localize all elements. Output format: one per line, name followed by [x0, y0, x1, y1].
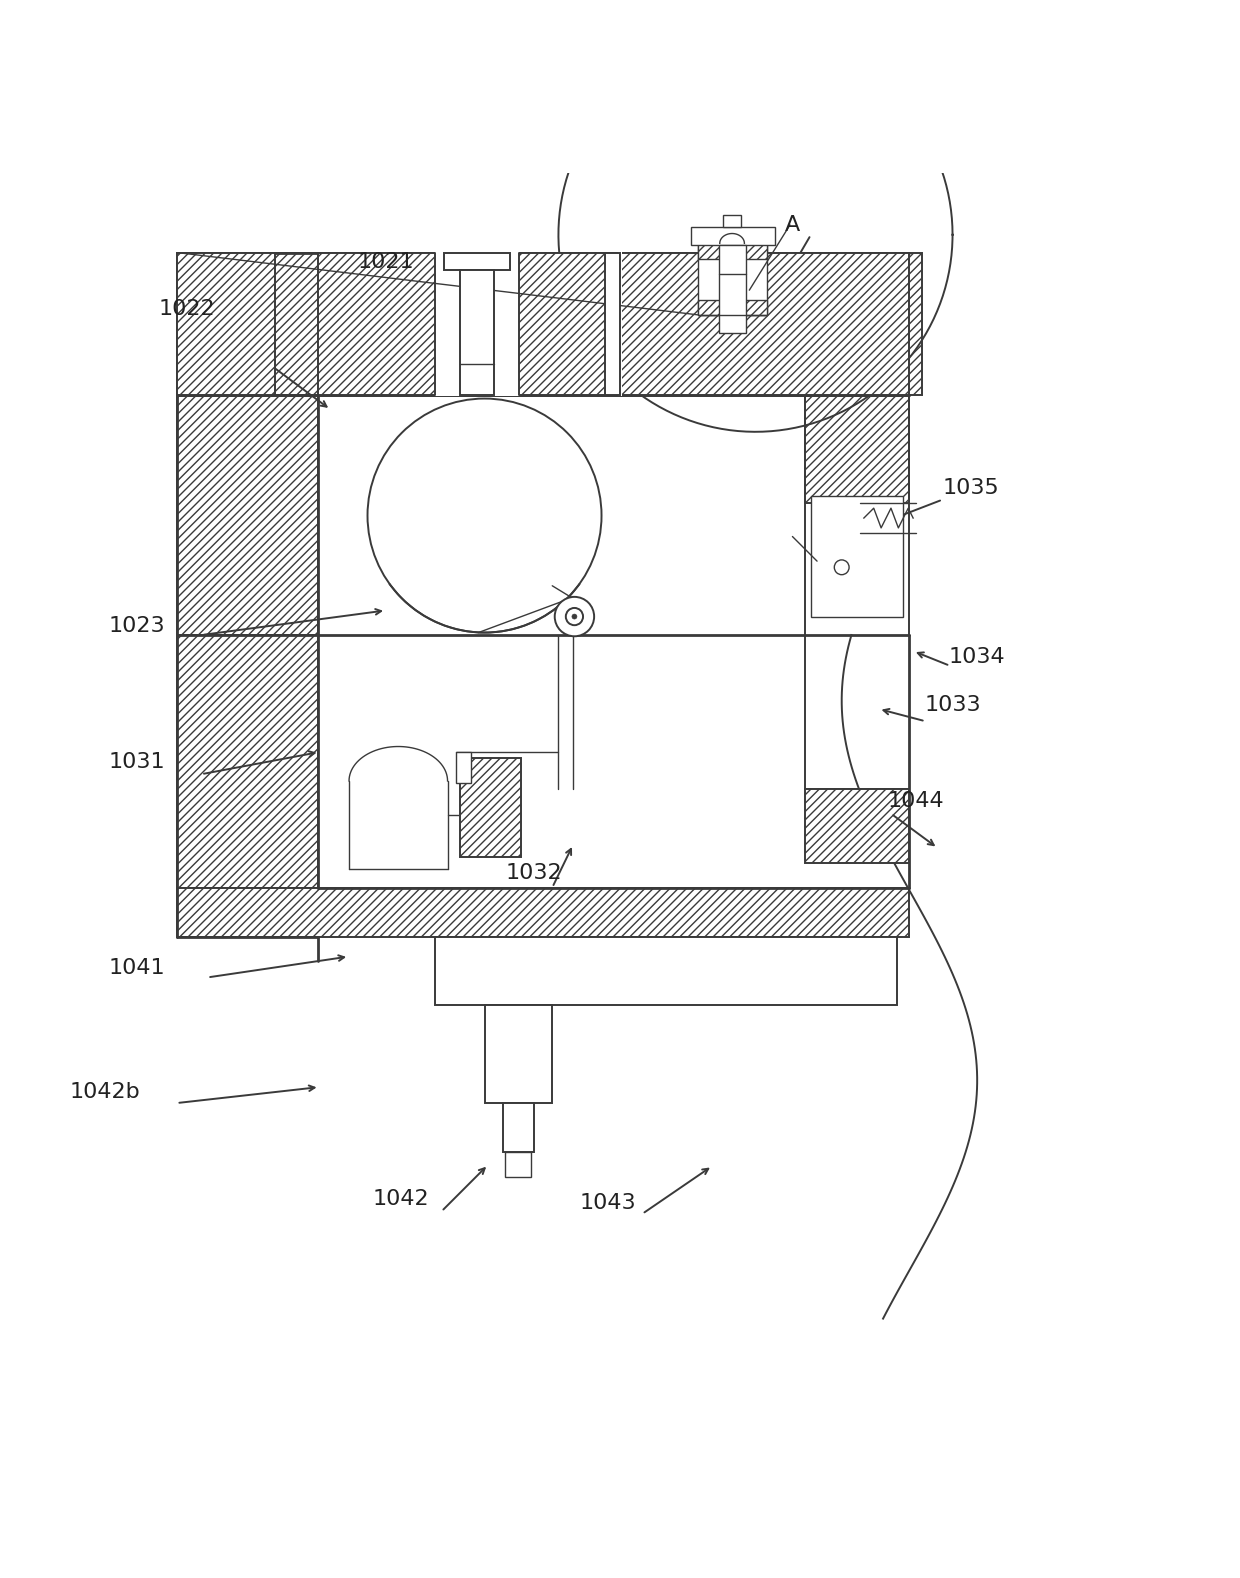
Text: 1044: 1044	[888, 791, 944, 811]
Bar	[441, 252, 516, 394]
Bar	[620, 252, 909, 394]
Bar	[456, 753, 471, 783]
Text: 1035: 1035	[942, 478, 999, 499]
Bar	[739, 241, 766, 314]
Bar	[460, 270, 495, 394]
Text: 1031: 1031	[109, 751, 165, 772]
Bar	[556, 252, 593, 382]
Bar	[698, 241, 724, 314]
Bar	[176, 252, 417, 394]
Circle shape	[554, 596, 594, 636]
Bar	[460, 757, 522, 857]
Circle shape	[565, 608, 583, 625]
Bar	[485, 1005, 552, 1103]
Bar	[450, 252, 507, 268]
Bar	[466, 268, 491, 394]
Text: 1032: 1032	[506, 863, 562, 882]
Circle shape	[835, 560, 849, 574]
Bar	[176, 887, 909, 937]
Bar	[435, 937, 897, 1005]
Text: 1041: 1041	[109, 958, 165, 978]
Bar	[445, 342, 525, 365]
Bar	[319, 252, 645, 394]
Text: 1022: 1022	[159, 298, 215, 319]
Text: 1033: 1033	[924, 696, 981, 715]
Text: 1043: 1043	[579, 1193, 636, 1213]
Bar	[464, 365, 506, 394]
Bar	[739, 300, 766, 314]
Text: 1042: 1042	[372, 1190, 429, 1209]
Bar	[176, 394, 319, 634]
Bar	[698, 241, 724, 259]
Text: 1042b: 1042b	[69, 1083, 140, 1101]
Bar	[739, 241, 766, 259]
Text: 1034: 1034	[949, 647, 1006, 667]
Bar	[723, 215, 740, 227]
Bar	[605, 252, 620, 394]
Bar	[805, 394, 909, 503]
Bar	[435, 252, 520, 396]
Text: 1021: 1021	[357, 252, 414, 271]
Bar	[312, 252, 909, 394]
Bar	[176, 252, 921, 394]
Circle shape	[367, 399, 601, 633]
Text: 1023: 1023	[109, 617, 165, 636]
Bar	[444, 252, 511, 270]
Bar	[176, 252, 275, 394]
Text: A: A	[785, 215, 800, 235]
Bar	[539, 252, 608, 394]
Circle shape	[572, 614, 577, 619]
Bar	[698, 300, 724, 314]
Bar	[718, 245, 745, 333]
Bar	[805, 789, 909, 863]
Bar	[503, 1103, 533, 1152]
Bar	[506, 1152, 531, 1177]
Bar	[176, 634, 319, 887]
Bar	[692, 227, 775, 245]
Bar	[811, 497, 903, 617]
Bar	[618, 252, 622, 396]
